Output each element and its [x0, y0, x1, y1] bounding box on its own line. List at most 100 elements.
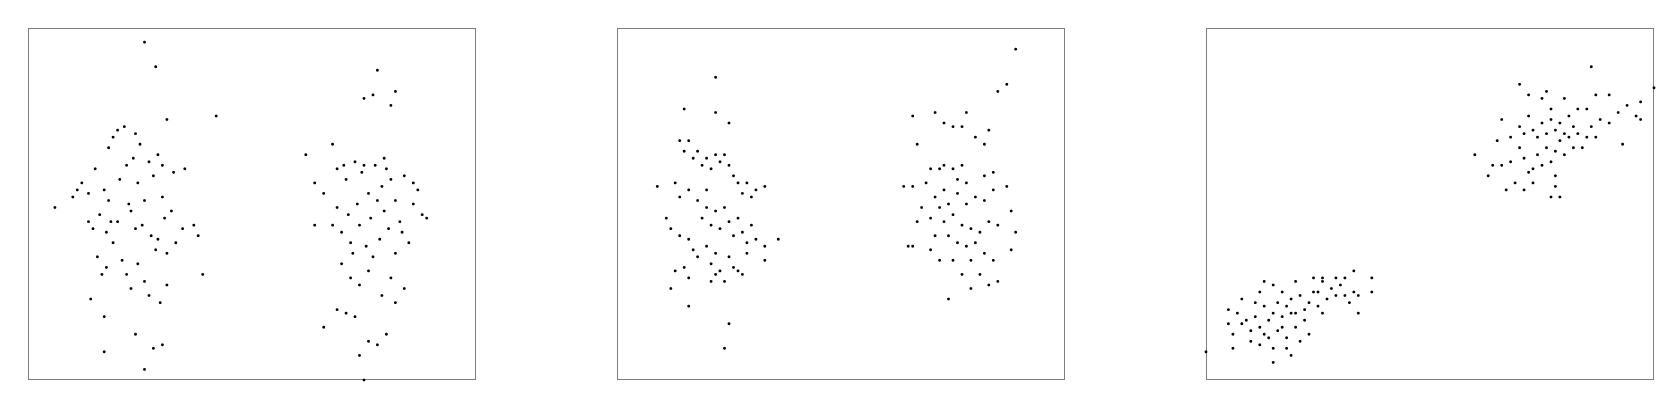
- scatter-point: [394, 90, 397, 93]
- scatter-point: [745, 181, 749, 185]
- scatter-point: [933, 234, 937, 238]
- scatter-point: [131, 156, 135, 160]
- scatter-point: [174, 241, 178, 245]
- scatter-point: [763, 185, 767, 188]
- scatter-point: [1271, 346, 1275, 350]
- scatter-point: [1585, 107, 1589, 111]
- scatter-point: [116, 128, 119, 132]
- scatter-point: [1491, 163, 1495, 167]
- scatter-point: [1312, 276, 1315, 280]
- scatter-point: [1634, 114, 1638, 118]
- scatter-point: [1572, 146, 1575, 150]
- scatter-point: [1231, 346, 1235, 350]
- scatter-point: [1540, 121, 1544, 125]
- scatter-point: [149, 234, 153, 238]
- scatter-point: [983, 142, 986, 146]
- scatter-point: [682, 266, 686, 269]
- scatter-point: [983, 251, 986, 255]
- scatter-point: [111, 135, 115, 139]
- scatter-point: [673, 181, 677, 185]
- scatter-point: [394, 301, 397, 304]
- scatter-point: [1262, 304, 1266, 308]
- scatter-point: [718, 160, 722, 164]
- scatter-point: [122, 125, 126, 128]
- scatter-point: [1540, 163, 1544, 167]
- scatter-point: [1258, 325, 1262, 329]
- scatter-point: [687, 188, 691, 192]
- scatter-point: [960, 223, 964, 227]
- scatter-point: [996, 90, 1000, 93]
- scatter-point: [165, 118, 169, 121]
- scatter-point: [924, 181, 928, 185]
- scatter-point: [1334, 276, 1338, 280]
- scatter-point: [1303, 308, 1306, 311]
- scatter-point: [929, 248, 932, 252]
- scatter-point: [125, 273, 128, 276]
- scatter-point: [1285, 346, 1288, 350]
- scatter-point: [1652, 86, 1656, 90]
- scatter-point: [1276, 329, 1280, 333]
- scatter-point: [1558, 139, 1562, 142]
- scatter-point: [201, 273, 205, 276]
- scatter-point: [1352, 290, 1356, 294]
- scatter-point: [1563, 153, 1566, 157]
- scatter-point: [678, 195, 682, 199]
- scatter-point: [420, 213, 424, 217]
- scatter-point: [696, 255, 699, 259]
- scatter-point: [1585, 135, 1589, 139]
- scatter-point: [367, 192, 370, 195]
- scatter-point: [1356, 311, 1360, 315]
- scatter-point: [1576, 132, 1580, 135]
- scatter-point: [369, 216, 373, 220]
- scatter-point: [983, 174, 986, 178]
- scatter-point: [1549, 195, 1553, 199]
- scatter-point: [1343, 294, 1347, 297]
- scatter-point: [107, 146, 110, 150]
- scatter-point: [105, 266, 108, 269]
- scatter-point: [714, 251, 717, 255]
- scatter-point: [1531, 167, 1535, 171]
- scatter-point: [75, 188, 79, 192]
- scatter-point: [1325, 297, 1329, 301]
- scatter-point: [1231, 332, 1235, 336]
- scatter-point: [1580, 146, 1584, 150]
- scatter-point: [938, 167, 941, 171]
- scatter-point: [53, 206, 57, 209]
- scatter-point: [655, 185, 659, 188]
- scatter-point: [398, 220, 402, 224]
- scatter-point: [951, 167, 955, 171]
- scatter-point: [1280, 325, 1284, 329]
- scatter-point: [1621, 142, 1624, 146]
- scatter-point: [714, 209, 717, 213]
- scatter-point: [1509, 160, 1512, 164]
- scatter-point: [933, 111, 937, 114]
- scatter-point: [1536, 135, 1539, 139]
- scatter-point: [1527, 93, 1530, 97]
- scatter-point: [718, 227, 722, 231]
- scatter-point: [1240, 297, 1244, 301]
- scatter-point: [1330, 287, 1333, 290]
- scatter-point: [732, 266, 735, 269]
- scatter-point: [1563, 132, 1566, 135]
- scatter-point: [1262, 280, 1266, 283]
- scatter-point: [387, 227, 390, 231]
- scatter-point: [709, 223, 713, 227]
- scatter-point: [723, 206, 726, 209]
- scatter-point: [147, 160, 151, 164]
- scatter-point: [367, 269, 370, 273]
- scatter-point: [1258, 343, 1262, 347]
- scatter-point: [1289, 311, 1293, 315]
- scatter-point: [705, 206, 708, 209]
- scatter-point: [385, 167, 388, 171]
- scatter-point: [136, 262, 140, 266]
- point-group: [53, 40, 429, 382]
- scatter-point: [89, 297, 93, 301]
- scatter-point: [1495, 139, 1499, 142]
- scatter-point: [960, 273, 964, 276]
- scatter-point: [107, 199, 110, 202]
- scatter-panel-1: [28, 28, 476, 382]
- scatter-point: [1518, 146, 1521, 150]
- scatter-point: [727, 255, 731, 259]
- scatter-point: [723, 153, 726, 157]
- scatter-point: [1518, 82, 1521, 86]
